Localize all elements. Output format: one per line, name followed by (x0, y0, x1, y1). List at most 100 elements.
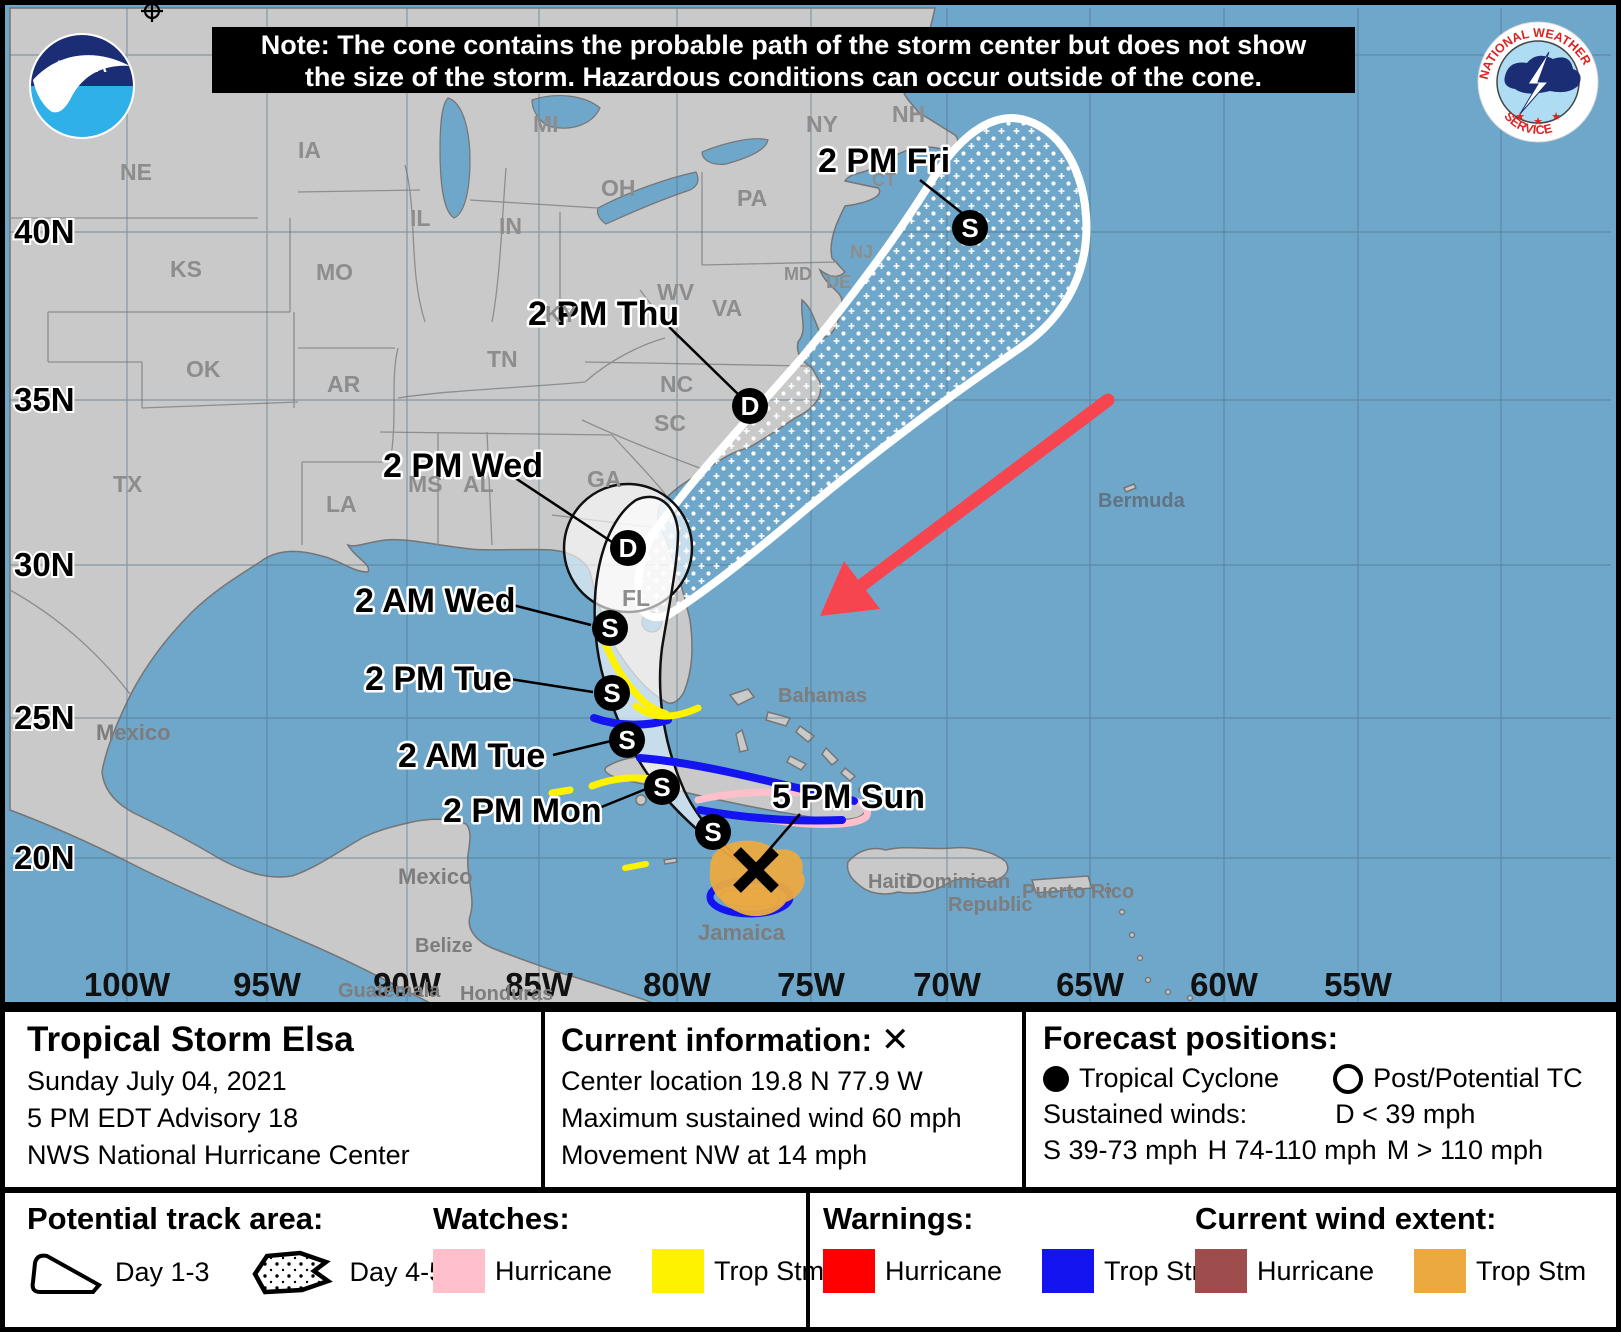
svg-text:100W: 100W (84, 966, 171, 1003)
map-frame (0, 0, 1621, 1007)
bermuda-islet (1122, 483, 1138, 493)
time-label: 2 AM Wed (355, 582, 516, 620)
svg-text:65W: 65W (1056, 966, 1125, 1003)
svg-text:Honduras: Honduras (460, 983, 553, 1005)
noaa-logo-text: NOAA (57, 57, 107, 76)
wind-scale-h: H 74-110 mph (1207, 1135, 1377, 1165)
panel-divider (806, 1193, 810, 1327)
svg-text:NC: NC (660, 371, 693, 397)
svg-text:NH: NH (892, 101, 925, 127)
marker-letter: S (601, 613, 618, 643)
note-line-2: the size of the storm. Hazardous conditi… (304, 62, 1263, 92)
day1-3-cone-icon (30, 1253, 103, 1294)
post-potential-tc-label: Post/Potential TC (1373, 1063, 1583, 1093)
marker-letter: S (704, 817, 721, 847)
svg-text:PA: PA (737, 185, 767, 211)
current-position-x-icon: ✕ (880, 1021, 910, 1059)
marker-letter: S (653, 772, 670, 802)
hispaniola (846, 846, 1009, 895)
north-america-land (9, 7, 959, 1005)
svg-text:90W: 90W (373, 966, 442, 1003)
islet (858, 786, 866, 794)
ts-warning-swatch (1042, 1249, 1095, 1293)
potential-track-title: Potential track area: (27, 1201, 324, 1236)
lesser-antilles (1104, 886, 1194, 1002)
lake-erie (596, 171, 699, 225)
svg-text:IL: IL (410, 205, 430, 231)
svg-text:GA: GA (587, 466, 622, 492)
svg-text:MD: MD (784, 264, 812, 284)
hurricane-extent-swatch (1195, 1249, 1247, 1293)
legend-panel: Potential track area: Day 1-3 Day 4-5 Wa… (0, 1187, 1621, 1332)
hurricane-warning-label: Hurricane (885, 1255, 1003, 1286)
time-label: 2 PM Wed (383, 447, 543, 485)
place-labels: Mexico Mexico Belize Guatemala Honduras … (96, 490, 1186, 1005)
legend-wind-extent: Current wind extent: Hurricane Trop Stm (1195, 1201, 1614, 1293)
svg-text:WV: WV (657, 279, 695, 305)
svg-text:FL: FL (622, 585, 650, 611)
storm-title: Tropical Storm Elsa (27, 1020, 354, 1059)
wind-scale-d: D < 39 mph (1335, 1099, 1476, 1129)
ts-watch-swatch (652, 1249, 705, 1293)
wind-scale-m: M > 110 mph (1386, 1135, 1544, 1165)
svg-text:80W: 80W (643, 966, 712, 1003)
svg-text:LA: LA (326, 491, 357, 517)
svg-text:Republic: Republic (948, 894, 1032, 916)
time-label: 2 PM Mon (443, 792, 602, 830)
hurricane-extent-label: Hurricane (1257, 1255, 1375, 1286)
ts-watch-fl-west (598, 630, 670, 718)
forecast-markers: S S S S S D D S (592, 210, 988, 850)
ts-watch-cayman (622, 861, 649, 871)
svg-text:SC: SC (654, 410, 686, 436)
watches-title: Watches: (433, 1201, 570, 1236)
svg-text:IN: IN (499, 213, 522, 239)
svg-text:75W: 75W (777, 966, 846, 1003)
time-label: 2 AM Tue (398, 737, 545, 775)
svg-text:MI: MI (533, 111, 559, 137)
legend-warnings: Warnings: Hurricane Trop Stm (823, 1201, 1242, 1293)
svg-text:Guatemala: Guatemala (338, 980, 441, 1002)
puerto-rico (1031, 875, 1094, 894)
movement: Movement NW at 14 mph (561, 1140, 868, 1170)
note-banner: Note: The cone contains the probable pat… (212, 27, 1355, 93)
info-panel: Tropical Storm Elsa Sunday July 04, 2021… (0, 1007, 1621, 1187)
current-position-x-marker (733, 847, 779, 893)
svg-text:60W: 60W (1190, 966, 1259, 1003)
svg-text:Mexico: Mexico (96, 720, 171, 745)
time-label: 2 PM Thu (528, 295, 679, 333)
panel-divider (541, 1012, 545, 1187)
svg-text:MO: MO (316, 259, 353, 285)
sustained-winds-label: Sustained winds: (1043, 1099, 1248, 1129)
current-information: Current information: ✕ Center location 1… (561, 1020, 962, 1171)
day1-3-label: Day 1-3 (115, 1256, 210, 1287)
tropical-cyclone-label: Tropical Cyclone (1079, 1063, 1280, 1093)
day4-5-stipple-icon (251, 1250, 333, 1295)
note-line-1: Note: The cone contains the probable pat… (260, 30, 1307, 60)
longitude-labels: 100W 95W 90W 85W 80W 75W 70W 65W 60W 55W (84, 966, 1393, 1003)
svg-text:NJ: NJ (850, 242, 873, 262)
svg-text:★: ★ (1533, 116, 1543, 128)
ts-warning-cuba-north (636, 754, 858, 805)
svg-text:Puerto Rico: Puerto Rico (1022, 881, 1134, 903)
time-label: 2 PM Fri (818, 142, 950, 180)
max-wind: Maximum sustained wind 60 mph (561, 1103, 962, 1133)
svg-text:DE: DE (826, 272, 851, 292)
center-location: Center location 19.8 N 77.9 W (561, 1066, 923, 1096)
forecast-map: S S S S S D D S 2 PM Fri 2 PM Thu 2 PM W… (0, 0, 1621, 1007)
ts-watch-label: Trop Stm (714, 1255, 825, 1286)
red-arrow (820, 393, 1115, 616)
storm-advisory: 5 PM EDT Advisory 18 (27, 1103, 299, 1133)
legend-watches: Watches: Hurricane Trop Stm (433, 1201, 852, 1293)
svg-text:CT: CT (872, 170, 896, 190)
svg-text:20N: 20N (14, 839, 75, 876)
svg-text:AL: AL (463, 471, 494, 497)
day4-5-label: Day 4-5 (349, 1256, 445, 1287)
ts-watch-fl-keys (632, 702, 702, 720)
svg-text:★: ★ (1551, 111, 1561, 123)
svg-text:Haiti: Haiti (868, 871, 911, 893)
svg-text:55W: 55W (1324, 966, 1393, 1003)
current-info-title: Current information: ✕ (561, 1020, 962, 1060)
svg-text:OH: OH (601, 175, 636, 201)
svg-text:85W: 85W (505, 966, 574, 1003)
